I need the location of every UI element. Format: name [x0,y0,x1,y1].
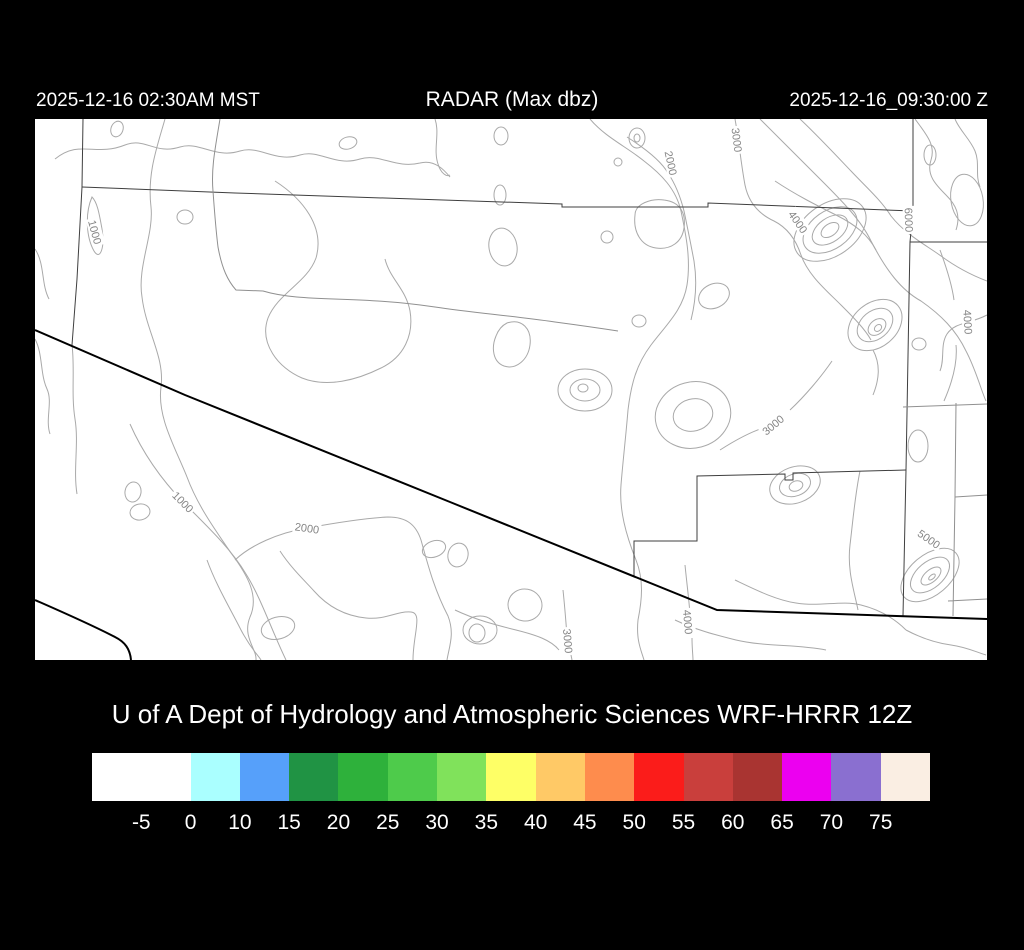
svg-text:6000: 6000 [902,208,915,233]
colorbar-tick-label: 70 [819,811,844,834]
dbz-colorbar-labels: -5 0 10 15 20 25 30 35 40 45 50 55 60 65 70 75 [92,811,930,837]
colorbar-segment [634,753,684,801]
colorbar-segment [831,753,881,801]
contour-label: 3000 [729,125,746,155]
colorbar-segment [239,753,290,801]
colorbar-segment [782,753,832,801]
colorbar-segment [190,753,240,801]
colorbar-tick-label: -5 [131,811,151,834]
colorbar-segment [486,753,536,801]
radar-map: 1000100020002000300030003000400040004000… [35,119,987,660]
colorbar-segment [338,753,388,801]
contour-label: 4000 [680,607,697,637]
colorbar-segment [289,753,339,801]
contour-label: 2000 [662,147,681,178]
colorbar-segment [584,753,635,801]
county-borders [71,119,987,617]
colorbar-tick-label: 60 [721,811,745,834]
svg-text:4000: 4000 [960,310,973,335]
colorbar-segment [92,753,191,801]
timestamp-local: 2025-12-16 02:30AM MST [36,90,260,111]
plot-title: RADAR (Max dbz) [425,88,599,111]
contour-elevation-labels: 1000100020002000300030003000400040004000… [85,125,976,656]
svg-text:3000: 3000 [729,127,744,153]
contour-label: 2000 [292,519,322,537]
colorbar-tick-label: 75 [869,811,893,834]
product-title: U of A Dept of Hydrology and Atmospheric… [111,699,913,729]
colorbar-tick-label: 10 [228,811,252,834]
colorbar-tick-label: 25 [376,811,400,834]
svg-text:2000: 2000 [294,521,320,536]
colorbar-segment [437,753,487,801]
dbz-colorbar [92,753,931,801]
colorbar-segment [880,753,931,801]
colorbar-tick-label: 0 [184,811,197,834]
svg-text:3000: 3000 [560,628,574,653]
colorbar-tick-label: 20 [326,811,351,834]
state-borders [35,329,987,660]
colorbar-tick-label: 45 [573,811,597,834]
colorbar-tick-label: 55 [671,811,696,834]
contour-label: 3000 [560,626,577,656]
svg-text:2000: 2000 [662,150,679,176]
colorbar-segment [732,753,783,801]
contour-label: 3000 [757,410,788,439]
colorbar-tick-label: 15 [277,811,301,834]
colorbar-segment [683,753,733,801]
colorbar-segment [387,753,438,801]
colorbar-tick-label: 65 [770,811,794,834]
colorbar-tick-label: 40 [523,811,548,834]
colorbar-segment [535,753,585,801]
svg-text:4000: 4000 [680,609,694,634]
contour-label: 4000 [785,206,812,237]
colorbar-tick-label: 50 [622,811,646,834]
colorbar-tick-label: 35 [474,811,499,834]
contour-label: 6000 [902,205,917,235]
contour-label: 4000 [960,307,976,337]
timestamp-utc: 2025-12-16_09:30:00 Z [789,90,988,111]
terrain-contour-lines [35,119,987,660]
colorbar-tick-label: 30 [425,811,449,834]
